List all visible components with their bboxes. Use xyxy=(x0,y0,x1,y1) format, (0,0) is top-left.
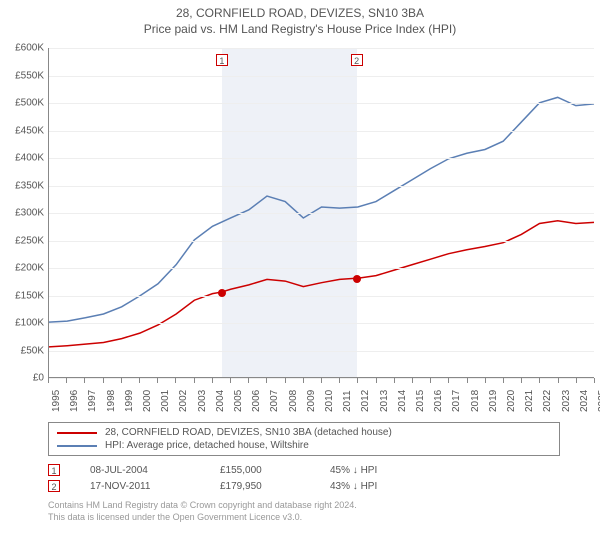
gridline xyxy=(49,76,594,77)
x-tick-mark xyxy=(412,378,413,383)
y-tick-label: £350K xyxy=(15,180,44,191)
sale-marker-dot xyxy=(218,289,226,297)
x-tick-mark xyxy=(103,378,104,383)
y-axis: £0£50K£100K£150K£200K£250K£300K£350K£400… xyxy=(0,48,48,378)
x-tick-mark xyxy=(139,378,140,383)
x-tick-mark xyxy=(394,378,395,383)
x-tick-mark xyxy=(121,378,122,383)
x-tick-mark xyxy=(376,378,377,383)
sale-row: 1 08-JUL-2004 £155,000 45% ↓ HPI xyxy=(48,462,560,478)
x-tick-mark xyxy=(84,378,85,383)
legend-item: HPI: Average price, detached house, Wilt… xyxy=(57,439,551,452)
y-tick-label: £550K xyxy=(15,70,44,81)
y-tick-label: £100K xyxy=(15,318,44,329)
gridline xyxy=(49,213,594,214)
chart-area: £0 £50K £100K £150K £200K £250K £300K £350K £400… xyxy=(0,38,600,418)
sale-pct: 45% ↓ HPI xyxy=(330,465,400,476)
gridline xyxy=(49,131,594,132)
x-tick-mark xyxy=(594,378,595,383)
y-tick-label: £200K xyxy=(15,263,44,274)
gridline xyxy=(49,186,594,187)
chart-header: 28, CORNFIELD ROAD, DEVIZES, SN10 3BA Pr… xyxy=(0,0,600,38)
sale-marker-box: 1 xyxy=(216,54,228,66)
x-tick-mark xyxy=(339,378,340,383)
x-tick-mark xyxy=(576,378,577,383)
y-tick-label: £400K xyxy=(15,153,44,164)
gridline xyxy=(49,158,594,159)
x-tick-mark xyxy=(175,378,176,383)
x-tick-mark xyxy=(266,378,267,383)
x-tick-mark xyxy=(285,378,286,383)
y-tick-label: £0 xyxy=(33,373,44,384)
footer-line-1: Contains HM Land Registry data © Crown c… xyxy=(48,500,560,512)
legend-label: HPI: Average price, detached house, Wilt… xyxy=(105,440,309,451)
plot-area: 12 xyxy=(48,48,594,378)
sale-marker-box: 2 xyxy=(351,54,363,66)
y-tick-label: £450K xyxy=(15,125,44,136)
y-tick-label: £150K xyxy=(15,290,44,301)
sale-marker: 1 xyxy=(48,464,60,476)
x-tick-mark xyxy=(230,378,231,383)
legend-label: 28, CORNFIELD ROAD, DEVIZES, SN10 3BA (d… xyxy=(105,427,392,438)
x-tick-mark xyxy=(485,378,486,383)
x-axis: 1995199619971998199920002001200220032004… xyxy=(48,378,594,418)
footer: Contains HM Land Registry data © Crown c… xyxy=(48,500,560,523)
x-tick-mark xyxy=(194,378,195,383)
x-tick-mark xyxy=(303,378,304,383)
y-tick-label: £600K xyxy=(15,43,44,54)
x-tick-mark xyxy=(430,378,431,383)
chart-title-1: 28, CORNFIELD ROAD, DEVIZES, SN10 3BA xyxy=(0,6,600,20)
legend-swatch xyxy=(57,432,97,434)
x-tick-mark xyxy=(503,378,504,383)
gridline xyxy=(49,268,594,269)
gridline xyxy=(49,296,594,297)
sale-price: £155,000 xyxy=(220,465,300,476)
sale-marker: 2 xyxy=(48,480,60,492)
gridline xyxy=(49,103,594,104)
x-tick-mark xyxy=(157,378,158,383)
x-tick-mark xyxy=(248,378,249,383)
sale-date: 08-JUL-2004 xyxy=(90,465,190,476)
x-tick-mark xyxy=(66,378,67,383)
gridline xyxy=(49,323,594,324)
legend-item: 28, CORNFIELD ROAD, DEVIZES, SN10 3BA (d… xyxy=(57,426,551,439)
sale-price: £179,950 xyxy=(220,481,300,492)
x-tick-mark xyxy=(558,378,559,383)
sale-marker-dot xyxy=(353,275,361,283)
legend-swatch xyxy=(57,445,97,447)
x-tick-mark xyxy=(48,378,49,383)
chart-title-2: Price paid vs. HM Land Registry's House … xyxy=(0,22,600,36)
gridline xyxy=(49,241,594,242)
sale-date: 17-NOV-2011 xyxy=(90,481,190,492)
footer-line-2: This data is licensed under the Open Gov… xyxy=(48,512,560,524)
gridline xyxy=(49,48,594,49)
y-tick-label: £500K xyxy=(15,98,44,109)
x-tick-mark xyxy=(357,378,358,383)
x-tick-mark xyxy=(321,378,322,383)
x-tick-mark xyxy=(448,378,449,383)
x-tick-mark xyxy=(467,378,468,383)
y-tick-label: £50K xyxy=(21,345,44,356)
legend: 28, CORNFIELD ROAD, DEVIZES, SN10 3BA (d… xyxy=(48,422,560,456)
y-tick-label: £250K xyxy=(15,235,44,246)
sale-pct: 43% ↓ HPI xyxy=(330,481,400,492)
gridline xyxy=(49,351,594,352)
x-tick-mark xyxy=(521,378,522,383)
y-tick-label: £300K xyxy=(15,208,44,219)
x-tick-mark xyxy=(212,378,213,383)
sales-table: 1 08-JUL-2004 £155,000 45% ↓ HPI 2 17-NOV-201… xyxy=(48,462,560,494)
sale-row: 2 17-NOV-2011 £179,950 43% ↓ HPI xyxy=(48,478,560,494)
x-tick-mark xyxy=(539,378,540,383)
